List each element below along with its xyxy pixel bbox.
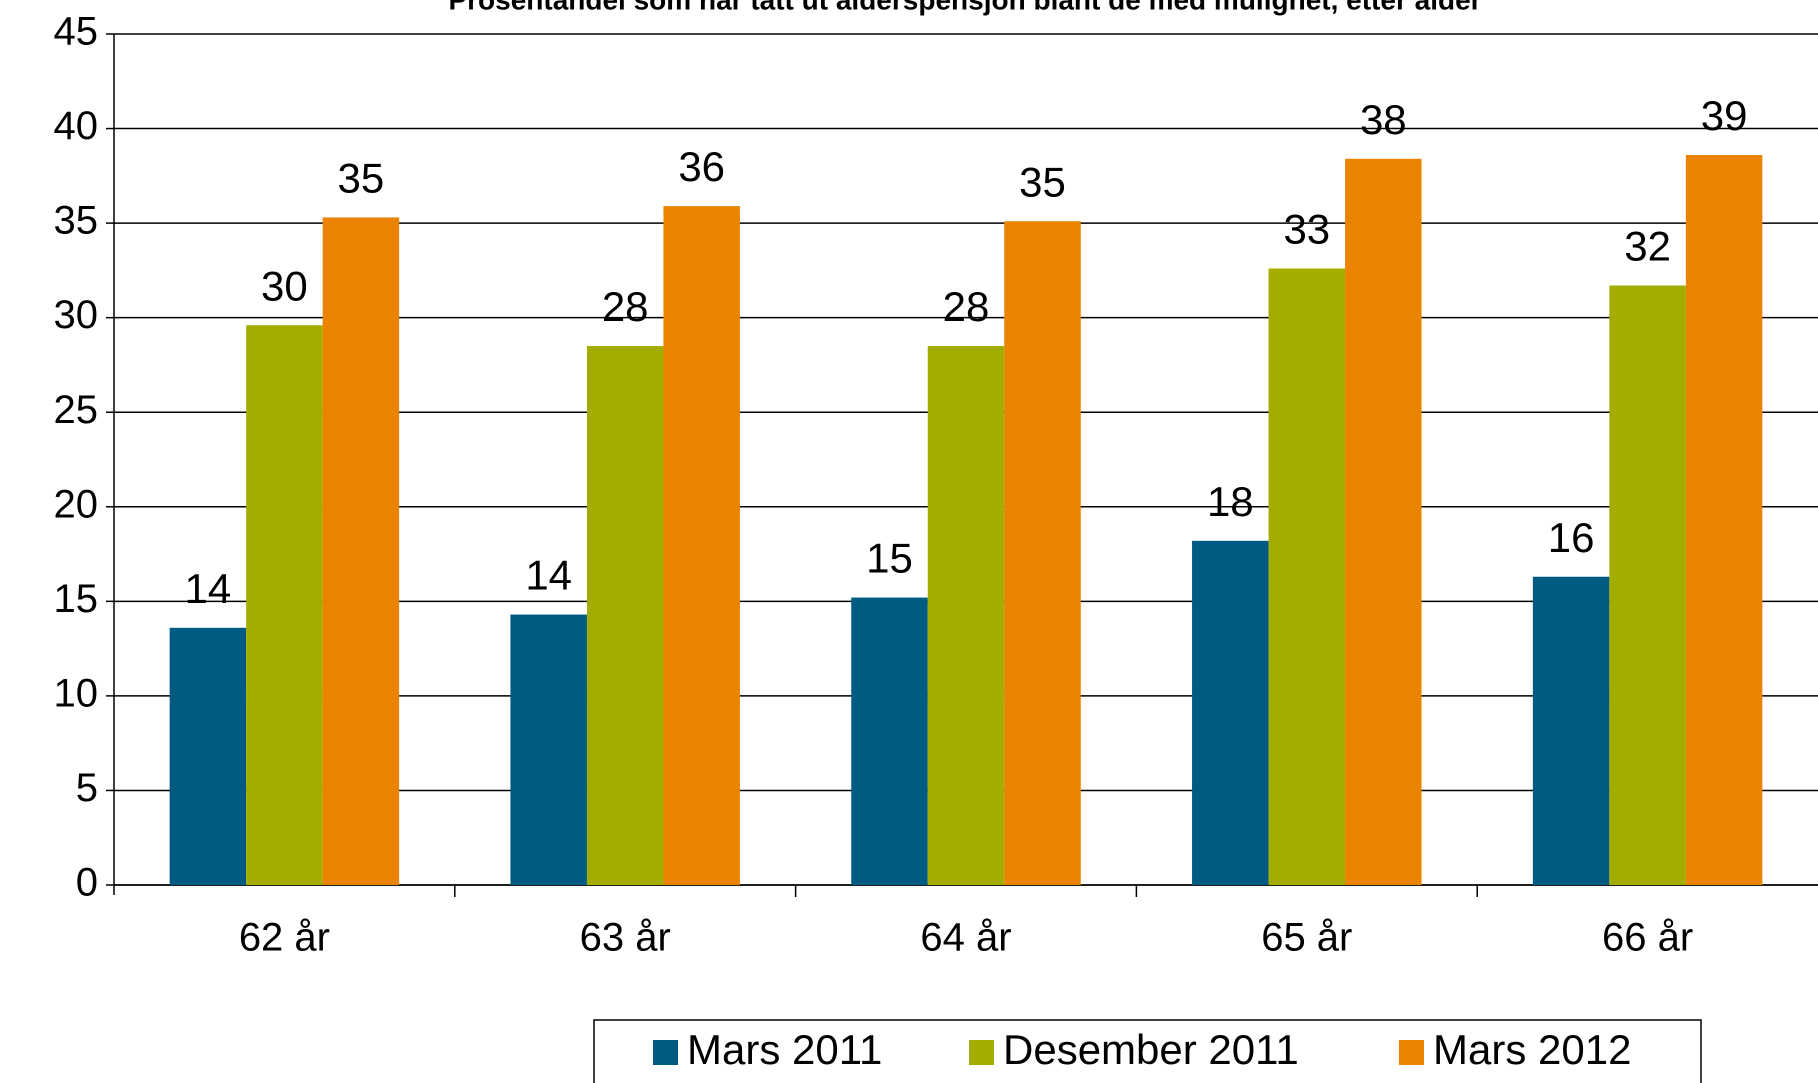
value-label: 28 [943,283,990,330]
y-tick-label: 30 [54,293,99,337]
chart-title: Prosentandel som har tatt ut alderspensj… [448,0,1481,15]
bar [927,346,1005,885]
y-tick-label: 25 [54,388,99,432]
bar [246,325,323,886]
legend-label: Mars 2012 [1433,1026,1631,1073]
legend-swatch [653,1040,678,1065]
bar [586,346,664,885]
bar [851,597,928,885]
value-label: 14 [525,552,572,599]
bar [1609,285,1686,885]
value-label: 18 [1207,478,1254,525]
value-label: 16 [1548,514,1595,561]
value-label: 38 [1360,96,1407,143]
value-label: 39 [1701,92,1748,139]
bar [169,627,247,885]
legend-label: Desember 2011 [1003,1026,1299,1073]
legend-swatch [969,1040,994,1065]
y-tick-label: 0 [76,861,98,905]
y-tick-label: 20 [54,482,99,526]
value-label: 36 [678,143,725,190]
bar [1685,155,1763,885]
x-tick-label: 66 år [1602,916,1693,960]
y-tick-label: 15 [54,577,99,621]
y-tick-label: 35 [54,199,99,243]
bar [1532,576,1610,885]
legend-label: Mars 2011 [687,1026,882,1073]
legend-swatch [1399,1040,1424,1065]
x-tick-label: 63 år [580,916,671,960]
value-label: 33 [1283,206,1330,253]
x-tick-label: 64 år [920,916,1011,960]
bar [322,217,400,886]
bar [510,614,587,885]
value-label: 35 [1019,158,1066,205]
bar [1004,221,1081,886]
value-label: 32 [1624,223,1671,270]
bar [1268,268,1346,885]
y-tick-label: 40 [54,104,99,148]
value-label: 15 [866,535,913,582]
bar [1345,158,1422,885]
bar [663,206,740,885]
value-label: 35 [338,155,385,202]
y-tick-label: 45 [54,10,99,54]
value-label: 14 [185,565,232,612]
bar [1192,540,1269,885]
y-tick-label: 5 [76,766,98,810]
value-label: 28 [602,283,649,330]
x-tick-label: 65 år [1261,916,1352,960]
value-label: 30 [261,262,308,309]
x-tick-label: 62 år [239,916,330,960]
y-tick-label: 10 [54,671,99,715]
legend-box [593,1019,1702,1083]
